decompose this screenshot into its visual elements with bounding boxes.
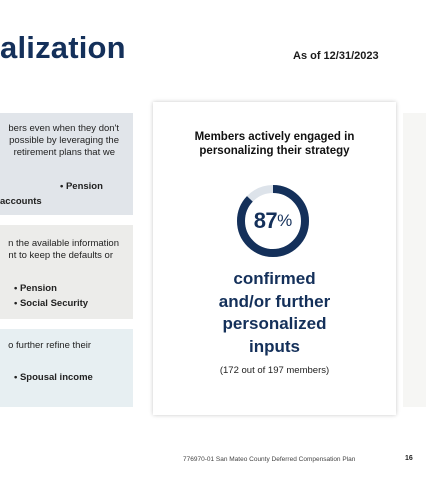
panel-available-information: n the available information nt to keep t… bbox=[0, 225, 133, 319]
panel-bullet: • Pension bbox=[60, 181, 103, 192]
panel-text-line: bers even when they don't bbox=[8, 123, 119, 134]
ring-fill bbox=[237, 185, 309, 257]
card-big-line: confirmed bbox=[233, 269, 316, 288]
card-member-count: (172 out of 197 members) bbox=[219, 365, 330, 376]
panel-bullet: • Spousal income bbox=[14, 372, 93, 383]
card-heading-line: Members actively engaged in bbox=[194, 131, 355, 143]
card-heading: Members actively engaged in personalizin… bbox=[153, 130, 396, 158]
side-panel bbox=[403, 113, 426, 407]
engagement-card: Members actively engaged in personalizin… bbox=[153, 102, 396, 415]
card-big-line: and/or further bbox=[218, 291, 331, 311]
card-big-text: confirmed and/or further personalized in… bbox=[153, 268, 396, 358]
panel-text-line: possible by leveraging the bbox=[9, 135, 119, 146]
panel-refine: o further refine their • Spousal income bbox=[0, 329, 133, 407]
percent-sign: % bbox=[277, 211, 293, 230]
page-number: 16 bbox=[405, 455, 413, 462]
footer-text: 776970-01 San Mateo County Deferred Comp… bbox=[183, 456, 356, 463]
percent-label: 87% bbox=[235, 183, 311, 259]
page-title: alization bbox=[0, 30, 126, 65]
panel-text-line: nt to keep the defaults or bbox=[8, 250, 113, 261]
percent-value: 87 bbox=[253, 208, 278, 233]
panel-text-line: retirement plans that we bbox=[13, 147, 115, 158]
card-heading-line: personalizing their strategy bbox=[199, 145, 350, 157]
as-of-date: As of 12/31/2023 bbox=[293, 50, 379, 62]
panel-bold-line: accounts bbox=[0, 196, 42, 207]
card-big-line: inputs bbox=[249, 336, 300, 356]
panel-text-line: o further refine their bbox=[8, 340, 91, 351]
percent-ring bbox=[235, 183, 311, 259]
panel-bullet: • Pension bbox=[14, 283, 57, 294]
panel-bullet: • Social Security bbox=[14, 298, 89, 309]
card-big-line: personalized bbox=[222, 314, 327, 333]
panel-defaults: bers even when they don't possible by le… bbox=[0, 113, 133, 215]
panel-text-line: n the available information bbox=[8, 238, 119, 249]
